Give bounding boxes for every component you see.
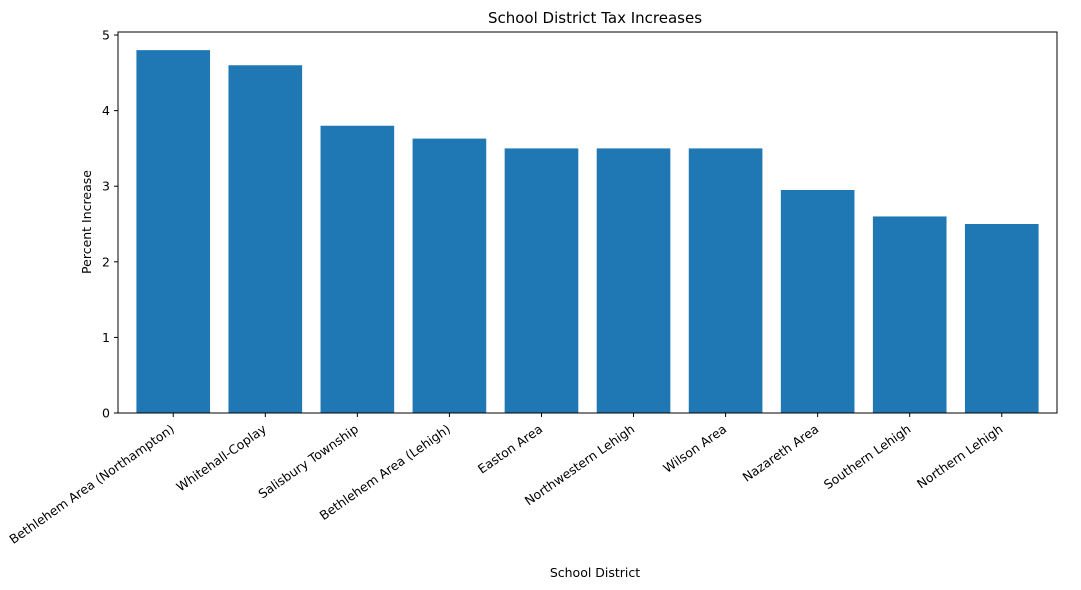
plot-frame: [117, 31, 1058, 414]
y-tick-label-2: 2: [102, 254, 110, 269]
x-axis-label: School District: [550, 565, 640, 580]
y-tick-label-4: 4: [102, 103, 110, 118]
y-tick-label-5: 5: [102, 28, 110, 43]
y-tick-label-3: 3: [102, 179, 110, 194]
bar-6: [688, 148, 763, 413]
x-tick-label-9: Northern Lehigh: [914, 421, 1005, 491]
x-tick-label-6: Wilson Area: [660, 421, 729, 476]
x-tick-label-2: Salisbury Township: [255, 421, 361, 501]
bars-group: [136, 50, 1039, 414]
bar-2: [320, 125, 395, 413]
y-tick-label-0: 0: [102, 406, 110, 421]
chart-title: School District Tax Increases: [488, 9, 702, 27]
x-tick-label-7: Nazareth Area: [740, 421, 822, 485]
x-tick-label-8: Southern Lehigh: [821, 421, 914, 492]
bar-5: [596, 148, 671, 413]
y-axis: 0 1 2 3 4 5: [102, 28, 118, 421]
x-tick-label-0: Bethlehem Area (Northampton): [6, 421, 177, 547]
y-tick-label-1: 1: [102, 330, 110, 345]
bar-1: [228, 65, 303, 413]
x-tick-label-4: Easton Area: [475, 421, 545, 476]
bar-3: [412, 138, 487, 413]
bar-0: [136, 50, 211, 414]
bar-4: [504, 148, 579, 413]
x-axis: Bethlehem Area (Northampton)Whitehall-Co…: [6, 413, 1005, 547]
y-axis-label: Percent Increase: [79, 170, 94, 274]
bar-7: [780, 189, 855, 413]
bar-9: [964, 224, 1039, 413]
bar-8: [872, 216, 947, 413]
x-tick-label-1: Whitehall-Coplay: [173, 421, 269, 495]
